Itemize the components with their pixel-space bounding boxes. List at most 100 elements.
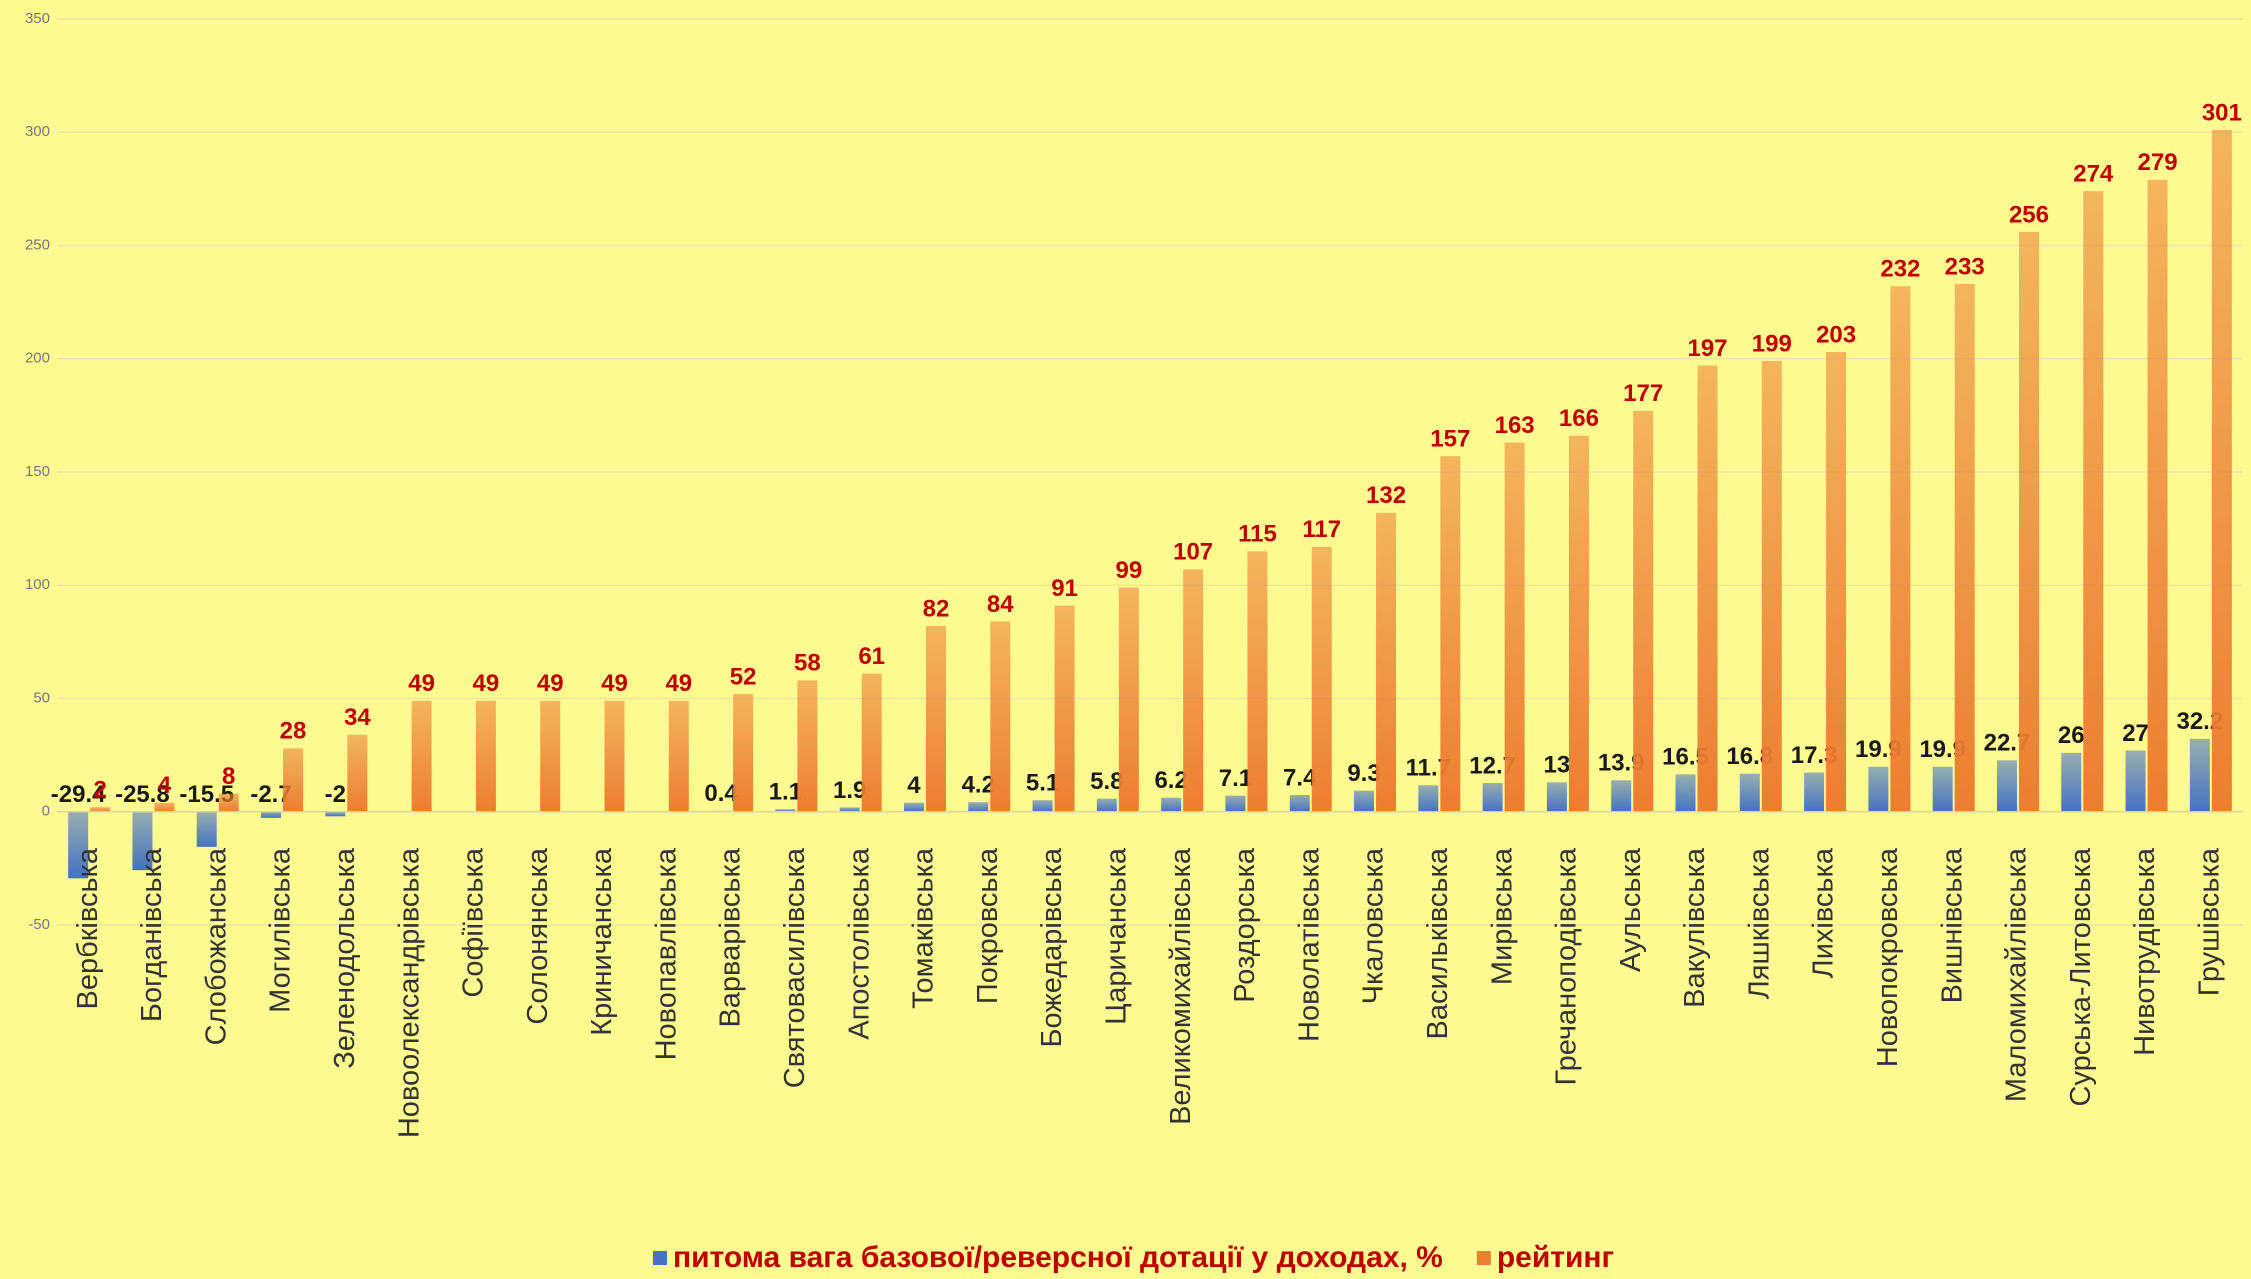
x-tick-label: Вакулівська <box>1679 847 1711 1008</box>
x-tick-label: Слобожанська <box>200 847 232 1045</box>
bar <box>1118 587 1139 812</box>
data-label: 8 <box>222 763 235 790</box>
data-label: 28 <box>280 718 307 745</box>
legend-marker <box>652 1251 667 1265</box>
bar <box>1504 442 1525 812</box>
bar <box>775 809 796 812</box>
data-label: 203 <box>1816 321 1856 348</box>
data-label: 5.1 <box>1026 770 1059 797</box>
legend-label: питома вага базової/реверсної дотації у … <box>673 1241 1443 1274</box>
bar <box>1890 286 1911 812</box>
bar <box>1761 361 1782 812</box>
y-tick-label: -50 <box>28 916 50 933</box>
data-label: 233 <box>1945 253 1985 280</box>
data-label: 4.2 <box>962 772 995 799</box>
bar <box>668 700 689 812</box>
bar <box>1804 772 1825 812</box>
bar <box>1675 774 1696 812</box>
x-tick-label: Святовасилівська <box>779 847 811 1088</box>
data-label: 279 <box>2138 149 2178 176</box>
bar <box>2083 191 2104 812</box>
bar <box>1611 780 1632 812</box>
bar <box>68 811 89 879</box>
bar <box>968 802 989 812</box>
x-tick-label: Вишнівська <box>1936 847 1968 1003</box>
data-label: 49 <box>408 670 435 697</box>
y-tick-label: 150 <box>25 463 50 480</box>
bar <box>1868 766 1889 812</box>
bar <box>2061 752 2082 812</box>
y-tick-label: 250 <box>25 236 50 253</box>
data-label: 91 <box>1051 575 1078 602</box>
bar <box>218 793 239 812</box>
bar <box>2189 738 2210 812</box>
bar <box>90 807 111 812</box>
bar <box>839 807 860 812</box>
bar <box>325 811 346 817</box>
bar <box>1826 351 1847 812</box>
data-label: 1.1 <box>769 779 802 806</box>
x-tick-label: Вербківська <box>72 847 104 1009</box>
data-label: 132 <box>1366 482 1406 509</box>
bar <box>990 621 1011 812</box>
x-tick-label: Новопавлівська <box>650 847 682 1060</box>
data-label: 34 <box>344 704 371 731</box>
bar <box>1096 798 1117 812</box>
bar <box>196 811 217 847</box>
bar <box>925 626 946 812</box>
x-tick-label: Чкаловська <box>1358 847 1390 1004</box>
x-tick-label: Варварівська <box>715 847 747 1027</box>
data-label: 99 <box>1116 557 1143 584</box>
bar <box>2018 231 2039 812</box>
bar <box>1932 766 1953 812</box>
x-tick-label: Нивотрудівська <box>2129 847 2161 1056</box>
bar <box>1697 365 1718 812</box>
x-tick-label: Новоолександрівська <box>393 847 425 1138</box>
data-label: 256 <box>2009 201 2049 228</box>
x-tick-label: Ляшківська <box>1743 847 1775 999</box>
bar <box>283 748 304 812</box>
data-label: 163 <box>1495 412 1535 439</box>
y-tick-label: 100 <box>25 576 50 593</box>
data-label: 49 <box>601 670 628 697</box>
bar <box>1247 551 1268 812</box>
y-tick-label: 50 <box>33 689 50 706</box>
data-label: 13 <box>1544 752 1571 779</box>
data-label: 107 <box>1173 539 1213 566</box>
data-label: 49 <box>473 670 500 697</box>
data-label: 58 <box>794 650 821 677</box>
x-tick-label: Солонянська <box>522 847 554 1024</box>
x-tick-label: Новопокровська <box>1872 847 1904 1067</box>
data-label: 49 <box>537 670 564 697</box>
data-label: 4 <box>158 772 172 799</box>
x-tick-label: Криничанська <box>586 847 618 1036</box>
x-tick-label: Софіївська <box>458 847 490 997</box>
x-tick-label: Сурська-Литовська <box>2065 847 2097 1106</box>
bar <box>475 700 496 812</box>
data-label: 199 <box>1752 330 1792 357</box>
data-label: 52 <box>730 663 757 690</box>
bar <box>1289 794 1310 812</box>
bar <box>1032 800 1053 812</box>
data-label: 5.8 <box>1090 768 1123 795</box>
bar <box>1183 569 1204 812</box>
x-tick-label: Роздорська <box>1229 847 1261 1003</box>
bar <box>1311 546 1332 812</box>
data-label: 177 <box>1623 380 1663 407</box>
bar <box>2211 129 2232 812</box>
y-tick-label: 300 <box>25 123 50 140</box>
data-label: -29.4 <box>51 781 106 808</box>
x-tick-label: Лихівська <box>1808 847 1840 978</box>
bar <box>733 693 754 812</box>
data-label: 82 <box>923 595 950 622</box>
bar <box>1568 435 1589 812</box>
y-tick-label: 0 <box>42 803 50 820</box>
x-tick-label: Зеленодольська <box>329 847 361 1069</box>
bar <box>132 811 153 871</box>
bar <box>1996 760 2017 812</box>
bar <box>797 680 818 812</box>
x-tick-label: Богданівська <box>136 847 168 1022</box>
data-label: 115 <box>1238 521 1277 548</box>
data-label: 197 <box>1687 335 1727 362</box>
data-label: 7.4 <box>1283 764 1317 791</box>
